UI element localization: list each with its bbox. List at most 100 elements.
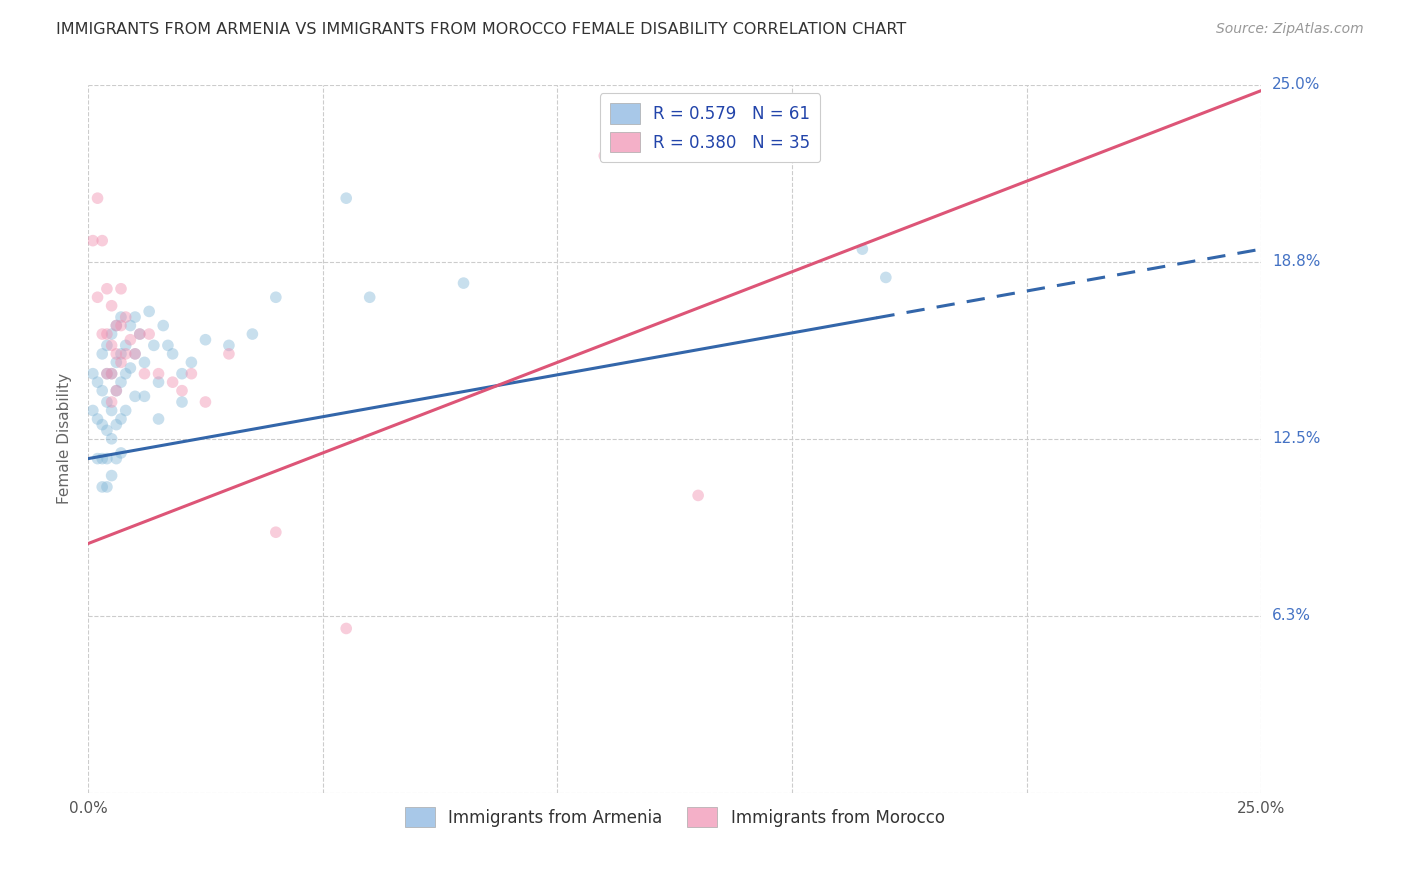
Point xyxy=(110,412,132,426)
Point xyxy=(152,318,174,333)
Text: 12.5%: 12.5% xyxy=(1272,432,1320,446)
Point xyxy=(105,318,128,333)
Point xyxy=(96,451,118,466)
Point xyxy=(100,403,122,417)
Point xyxy=(100,367,122,381)
Point xyxy=(100,367,122,381)
Point xyxy=(170,367,193,381)
Y-axis label: Female Disability: Female Disability xyxy=(58,373,72,504)
Text: IMMIGRANTS FROM ARMENIA VS IMMIGRANTS FROM MOROCCO FEMALE DISABILITY CORRELATION: IMMIGRANTS FROM ARMENIA VS IMMIGRANTS FR… xyxy=(56,22,907,37)
Point xyxy=(162,375,184,389)
Point xyxy=(142,338,165,352)
Point xyxy=(138,327,160,342)
Point xyxy=(110,282,132,296)
Point xyxy=(170,384,193,398)
Point xyxy=(148,375,170,389)
Point xyxy=(180,367,202,381)
Point xyxy=(194,395,217,409)
Point xyxy=(148,367,170,381)
Point xyxy=(100,338,122,352)
Text: Source: ZipAtlas.com: Source: ZipAtlas.com xyxy=(1216,22,1364,37)
Point xyxy=(96,338,118,352)
Point xyxy=(91,234,114,248)
Point xyxy=(128,327,150,342)
Point xyxy=(96,367,118,381)
Point xyxy=(105,355,128,369)
Point xyxy=(100,299,122,313)
Point xyxy=(218,347,240,361)
Point xyxy=(162,347,184,361)
Text: 6.3%: 6.3% xyxy=(1272,608,1312,624)
Point xyxy=(170,395,193,409)
Point xyxy=(335,191,357,205)
Point xyxy=(100,468,122,483)
Point xyxy=(134,389,156,403)
Point xyxy=(128,327,150,342)
Point xyxy=(120,361,142,376)
Point xyxy=(110,375,132,389)
Point xyxy=(86,412,108,426)
Point xyxy=(105,417,128,432)
Point xyxy=(242,327,264,342)
Point xyxy=(124,347,146,361)
Point xyxy=(134,355,156,369)
Point xyxy=(105,384,128,398)
Point xyxy=(91,384,114,398)
Point xyxy=(114,347,136,361)
Point xyxy=(105,318,128,333)
Point xyxy=(110,446,132,460)
Point xyxy=(110,347,132,361)
Point xyxy=(110,318,132,333)
Point xyxy=(96,282,118,296)
Point xyxy=(91,327,114,342)
Point xyxy=(194,333,217,347)
Point xyxy=(688,488,710,502)
Point xyxy=(96,423,118,437)
Point xyxy=(180,355,202,369)
Point xyxy=(124,389,146,403)
Point xyxy=(875,270,897,285)
Point xyxy=(86,191,108,205)
Point xyxy=(110,310,132,324)
Point xyxy=(82,403,104,417)
Point xyxy=(96,367,118,381)
Point xyxy=(264,525,287,540)
Point xyxy=(138,304,160,318)
Legend: Immigrants from Armenia, Immigrants from Morocco: Immigrants from Armenia, Immigrants from… xyxy=(398,800,952,834)
Point xyxy=(114,338,136,352)
Point xyxy=(105,384,128,398)
Point xyxy=(114,403,136,417)
Point xyxy=(91,347,114,361)
Point xyxy=(91,417,114,432)
Point xyxy=(100,395,122,409)
Point xyxy=(82,367,104,381)
Point xyxy=(593,149,616,163)
Point xyxy=(218,338,240,352)
Point xyxy=(359,290,381,304)
Point xyxy=(120,333,142,347)
Point xyxy=(124,310,146,324)
Text: 18.8%: 18.8% xyxy=(1272,254,1320,269)
Point xyxy=(114,310,136,324)
Point xyxy=(86,375,108,389)
Point xyxy=(82,234,104,248)
Point xyxy=(110,355,132,369)
Point xyxy=(114,367,136,381)
Point xyxy=(264,290,287,304)
Text: 25.0%: 25.0% xyxy=(1272,78,1320,93)
Point xyxy=(124,347,146,361)
Point xyxy=(105,347,128,361)
Point xyxy=(86,290,108,304)
Point xyxy=(96,395,118,409)
Point xyxy=(100,432,122,446)
Point xyxy=(91,451,114,466)
Point xyxy=(851,242,873,256)
Point xyxy=(148,412,170,426)
Point xyxy=(91,480,114,494)
Point xyxy=(100,327,122,342)
Point xyxy=(96,327,118,342)
Point xyxy=(105,451,128,466)
Point xyxy=(335,622,357,636)
Point xyxy=(120,318,142,333)
Point xyxy=(86,451,108,466)
